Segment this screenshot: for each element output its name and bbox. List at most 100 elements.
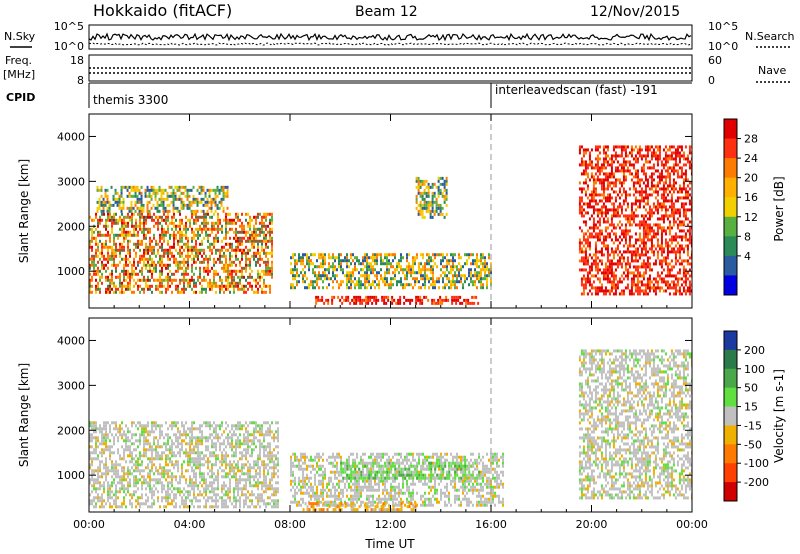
heatmap-cell bbox=[656, 145, 659, 149]
heatmap-cell bbox=[580, 211, 583, 215]
heatmap-cell bbox=[136, 200, 139, 204]
heatmap-cell bbox=[179, 281, 181, 285]
heatmap-cell bbox=[628, 163, 631, 167]
heatmap-cell bbox=[189, 254, 191, 258]
heatmap-cell bbox=[133, 442, 135, 446]
heatmap-cell bbox=[139, 212, 141, 216]
heatmap-cell bbox=[644, 154, 647, 158]
heatmap-cell bbox=[684, 214, 687, 218]
heatmap-cell bbox=[427, 185, 430, 189]
heatmap-cell bbox=[185, 242, 187, 246]
heatmap-cell bbox=[644, 208, 647, 212]
heatmap-cell bbox=[668, 190, 671, 194]
heatmap-cell bbox=[626, 283, 629, 287]
colorbar-swatch bbox=[724, 177, 737, 198]
heatmap-cell bbox=[245, 263, 247, 267]
heatmap-cell bbox=[486, 280, 488, 284]
heatmap-cell bbox=[267, 251, 269, 255]
heatmap-cell bbox=[628, 262, 631, 266]
heatmap-cell bbox=[213, 224, 215, 228]
heatmap-cell bbox=[419, 179, 422, 183]
heatmap-cell bbox=[217, 212, 219, 216]
heatmap-cell bbox=[135, 227, 137, 231]
heatmap-cell bbox=[229, 227, 231, 231]
heatmap-cell bbox=[690, 226, 692, 230]
heatmap-cell bbox=[161, 269, 163, 273]
heatmap-cell bbox=[584, 256, 587, 260]
heatmap-cell bbox=[367, 301, 370, 305]
heatmap-cell bbox=[129, 451, 131, 455]
heatmap-cell bbox=[632, 193, 635, 197]
heatmap-cell bbox=[106, 206, 109, 210]
heatmap-cell bbox=[112, 197, 115, 201]
heatmap-cell bbox=[129, 439, 131, 443]
heatmap-cell bbox=[624, 241, 627, 245]
heatmap-cell bbox=[606, 244, 609, 248]
heatmap-cell bbox=[181, 287, 183, 291]
heatmap-cell bbox=[676, 271, 679, 275]
heatmap-cell bbox=[129, 284, 131, 288]
heatmap-cell bbox=[149, 478, 151, 482]
heatmap-cell bbox=[152, 191, 155, 195]
heatmap-cell bbox=[181, 290, 183, 294]
heatmap-cell bbox=[394, 256, 396, 260]
heatmap-cell bbox=[399, 298, 402, 302]
heatmap-cell bbox=[107, 490, 109, 494]
heatmap-cell bbox=[421, 212, 424, 216]
heatmap-cell bbox=[113, 472, 115, 476]
heatmap-cell bbox=[656, 241, 659, 245]
heatmap-cell bbox=[255, 230, 257, 234]
heatmap-cell bbox=[169, 251, 171, 255]
heatmap-cell bbox=[390, 286, 392, 290]
heatmap-cell bbox=[99, 460, 101, 464]
heatmap-cell bbox=[199, 224, 201, 228]
heatmap-cell bbox=[111, 218, 113, 222]
colorbar-tick-label: 28 bbox=[744, 133, 758, 146]
heatmap-cell bbox=[117, 469, 119, 473]
heatmap-cell bbox=[606, 148, 609, 152]
heatmap-cell bbox=[222, 188, 225, 192]
heatmap-cell bbox=[95, 451, 97, 455]
heatmap-cell bbox=[594, 247, 597, 251]
heatmap-cell bbox=[118, 206, 121, 210]
heatmap-cell bbox=[436, 265, 438, 269]
heatmap-cell bbox=[157, 481, 159, 485]
heatmap-cell bbox=[292, 274, 294, 278]
heatmap-cell bbox=[680, 202, 683, 206]
heatmap-cell bbox=[181, 272, 183, 276]
heatmap-cell bbox=[271, 269, 273, 273]
heatmap-cell bbox=[646, 154, 649, 158]
heatmap-cell bbox=[441, 194, 444, 198]
heatmap-cell bbox=[121, 269, 123, 273]
heatmap-cell bbox=[149, 215, 151, 219]
heatmap-cell bbox=[231, 281, 233, 285]
heatmap-cell bbox=[119, 215, 121, 219]
heatmap-cell bbox=[674, 244, 677, 248]
heatmap-cell bbox=[406, 283, 408, 287]
heatmap-cell bbox=[662, 196, 665, 200]
heatmap-cell bbox=[428, 280, 430, 284]
heatmap-cell bbox=[415, 298, 418, 302]
heatmap-cell bbox=[179, 239, 181, 243]
heatmap-cell bbox=[456, 268, 458, 272]
heatmap-cell bbox=[133, 481, 135, 485]
heatmap-cell bbox=[123, 236, 125, 240]
heatmap-cell bbox=[632, 211, 635, 215]
heatmap-cell bbox=[408, 271, 410, 275]
heatmap-cell bbox=[326, 274, 328, 278]
heatmap-cell bbox=[670, 154, 673, 158]
heatmap-cell bbox=[480, 280, 482, 284]
heatmap-cell bbox=[119, 227, 121, 231]
heatmap-cell bbox=[185, 236, 187, 240]
heatmap-cell bbox=[422, 277, 424, 281]
heatmap-cell bbox=[239, 287, 241, 291]
heatmap-cell bbox=[676, 199, 679, 203]
heatmap-cell bbox=[434, 262, 436, 266]
heatmap-cell bbox=[364, 280, 366, 284]
heatmap-cell bbox=[115, 472, 117, 476]
heatmap-cell bbox=[340, 268, 342, 272]
heatmap-cell bbox=[634, 265, 637, 269]
heatmap-cell bbox=[173, 278, 175, 282]
heatmap-cell bbox=[102, 209, 105, 213]
heatmap-cell bbox=[444, 274, 446, 278]
